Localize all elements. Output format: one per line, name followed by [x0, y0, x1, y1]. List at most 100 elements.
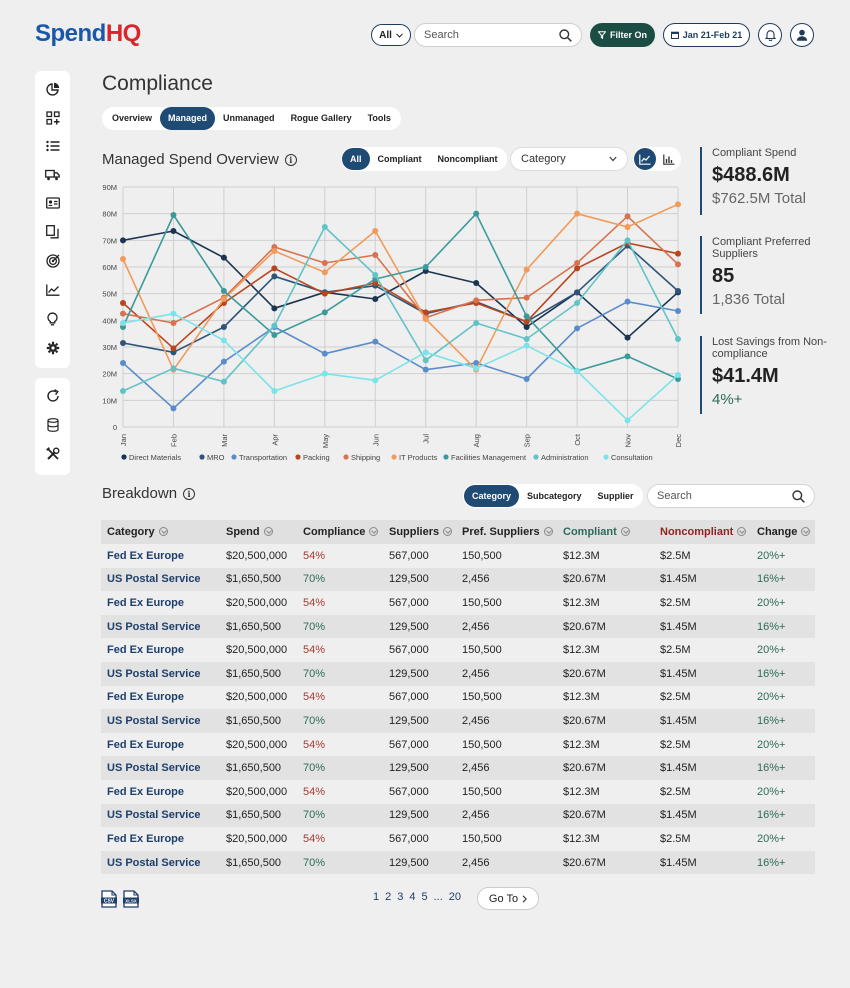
data-point[interactable]: [170, 365, 177, 372]
data-point[interactable]: [523, 376, 530, 382]
sidebar-item-data[interactable]: [35, 415, 70, 435]
data-point[interactable]: [422, 349, 429, 356]
data-point[interactable]: [372, 296, 379, 302]
data-point[interactable]: [120, 320, 126, 326]
tab-overview[interactable]: Overview: [112, 113, 153, 123]
data-point[interactable]: [271, 273, 278, 280]
data-point[interactable]: [120, 256, 126, 262]
data-point[interactable]: [422, 264, 429, 270]
data-point[interactable]: [473, 360, 480, 366]
data-point[interactable]: [624, 224, 631, 230]
data-point[interactable]: [574, 265, 581, 272]
data-point[interactable]: [422, 357, 429, 364]
tab-unmanaged[interactable]: Unmanaged: [223, 113, 275, 123]
sidebar-item-ideas[interactable]: [35, 309, 70, 329]
filter-category[interactable]: Category: [464, 485, 520, 507]
cell-category[interactable]: Fed Ex Europe: [107, 549, 185, 562]
sidebar-item-tools[interactable]: [35, 444, 70, 464]
data-point[interactable]: [675, 261, 681, 268]
go-to-page-button[interactable]: Go To: [477, 887, 539, 910]
cell-category[interactable]: Fed Ex Europe: [107, 832, 185, 845]
data-point[interactable]: [574, 289, 581, 296]
data-point[interactable]: [271, 332, 278, 338]
tab-tools[interactable]: Tools: [367, 113, 391, 123]
table-row[interactable]: US Postal Service $1,650,500 70% 129,500 2,4…: [101, 756, 815, 780]
filter-all[interactable]: All: [342, 148, 370, 170]
sidebar-item-refresh[interactable]: [35, 386, 70, 406]
sort-icon[interactable]: [801, 527, 811, 536]
sort-icon[interactable]: [158, 527, 168, 536]
data-point[interactable]: [523, 324, 530, 330]
search-icon[interactable]: [792, 490, 805, 503]
info-icon[interactable]: i: [284, 153, 297, 166]
data-point[interactable]: [321, 370, 328, 377]
cell-category[interactable]: US Postal Service: [101, 709, 220, 733]
data-point[interactable]: [422, 366, 429, 373]
data-point[interactable]: [624, 298, 631, 305]
breakdown-search-input[interactable]: Search: [647, 484, 815, 508]
sidebar-item-settings[interactable]: [35, 338, 70, 358]
tab-rogue-gallery[interactable]: Rogue Gallery: [290, 113, 352, 123]
filter-subcategory[interactable]: Subcategory: [527, 491, 582, 501]
data-point[interactable]: [220, 324, 227, 330]
cell-category[interactable]: US Postal Service: [101, 567, 220, 592]
filter-compliant[interactable]: Compliant: [377, 154, 422, 164]
cell-category[interactable]: Fed Ex Europe: [107, 596, 185, 609]
table-row[interactable]: US Postal Service $1,650,500 70% 129,500 2,4…: [101, 850, 815, 875]
table-row[interactable]: US Postal Service $1,650,500 70% 129,500 2,4…: [101, 567, 815, 592]
data-point[interactable]: [675, 308, 681, 314]
cell-category[interactable]: US Postal Service: [101, 661, 220, 686]
xlsx-export-icon[interactable]: XLSX: [123, 890, 139, 908]
data-point[interactable]: [624, 213, 631, 220]
data-point[interactable]: [675, 288, 681, 294]
page-link[interactable]: 2: [385, 891, 392, 903]
cell-category[interactable]: US Postal Service: [101, 850, 220, 875]
header-search-input[interactable]: Search: [414, 23, 582, 47]
page-link[interactable]: 20: [448, 891, 462, 903]
sidebar-item-dashboard[interactable]: [35, 79, 70, 99]
column-header-category[interactable]: Category: [101, 520, 220, 544]
data-point[interactable]: [473, 280, 480, 286]
data-point[interactable]: [675, 201, 681, 208]
data-point[interactable]: [120, 300, 126, 306]
table-row[interactable]: Fed Ex Europe $20,500,000 54% 567,000 150,50…: [101, 686, 815, 710]
data-point[interactable]: [271, 322, 278, 329]
table-row[interactable]: Fed Ex Europe $20,500,000 54% 567,000 150,50…: [101, 591, 815, 615]
spendhq-logo[interactable]: SpendHQ: [35, 20, 141, 47]
column-header-suppliers[interactable]: Suppliers: [383, 520, 456, 544]
data-point[interactable]: [574, 210, 581, 217]
data-point[interactable]: [473, 297, 480, 304]
cell-category[interactable]: US Postal Service: [101, 803, 220, 828]
data-point[interactable]: [473, 210, 480, 217]
page-link[interactable]: 1: [373, 891, 380, 903]
bar-view-button[interactable]: [658, 148, 680, 170]
data-point[interactable]: [574, 368, 581, 374]
data-point[interactable]: [321, 309, 328, 316]
data-point[interactable]: [422, 316, 429, 322]
filter-noncompliant[interactable]: Noncompliant: [437, 154, 498, 164]
data-point[interactable]: [473, 320, 480, 326]
data-point[interactable]: [574, 325, 581, 332]
data-point[interactable]: [372, 338, 379, 345]
column-header-compliant[interactable]: Compliant: [557, 520, 654, 544]
cell-category[interactable]: Fed Ex Europe: [107, 785, 185, 798]
data-point[interactable]: [675, 336, 681, 342]
data-point[interactable]: [220, 296, 227, 302]
sidebar-item-shipping[interactable]: [35, 165, 70, 185]
search-icon[interactable]: [559, 29, 572, 42]
data-point[interactable]: [523, 266, 530, 273]
table-row[interactable]: Fed Ex Europe $20,500,000 54% 567,000 150,50…: [101, 638, 815, 662]
table-row[interactable]: US Postal Service $1,650,500 70% 129,500 2,4…: [101, 709, 815, 733]
data-point[interactable]: [473, 365, 480, 372]
category-dropdown[interactable]: Category: [510, 147, 628, 171]
sort-icon[interactable]: [543, 527, 553, 536]
cell-category[interactable]: Fed Ex Europe: [107, 644, 185, 657]
data-point[interactable]: [271, 248, 278, 254]
filter-supplier[interactable]: Supplier: [597, 491, 634, 501]
data-point[interactable]: [523, 313, 530, 320]
data-point[interactable]: [170, 320, 177, 326]
data-point[interactable]: [120, 360, 126, 366]
column-header-noncompliant[interactable]: Noncompliant: [654, 520, 751, 544]
data-point[interactable]: [624, 417, 631, 424]
table-row[interactable]: Fed Ex Europe $20,500,000 54% 567,000 150,50…: [101, 827, 815, 851]
